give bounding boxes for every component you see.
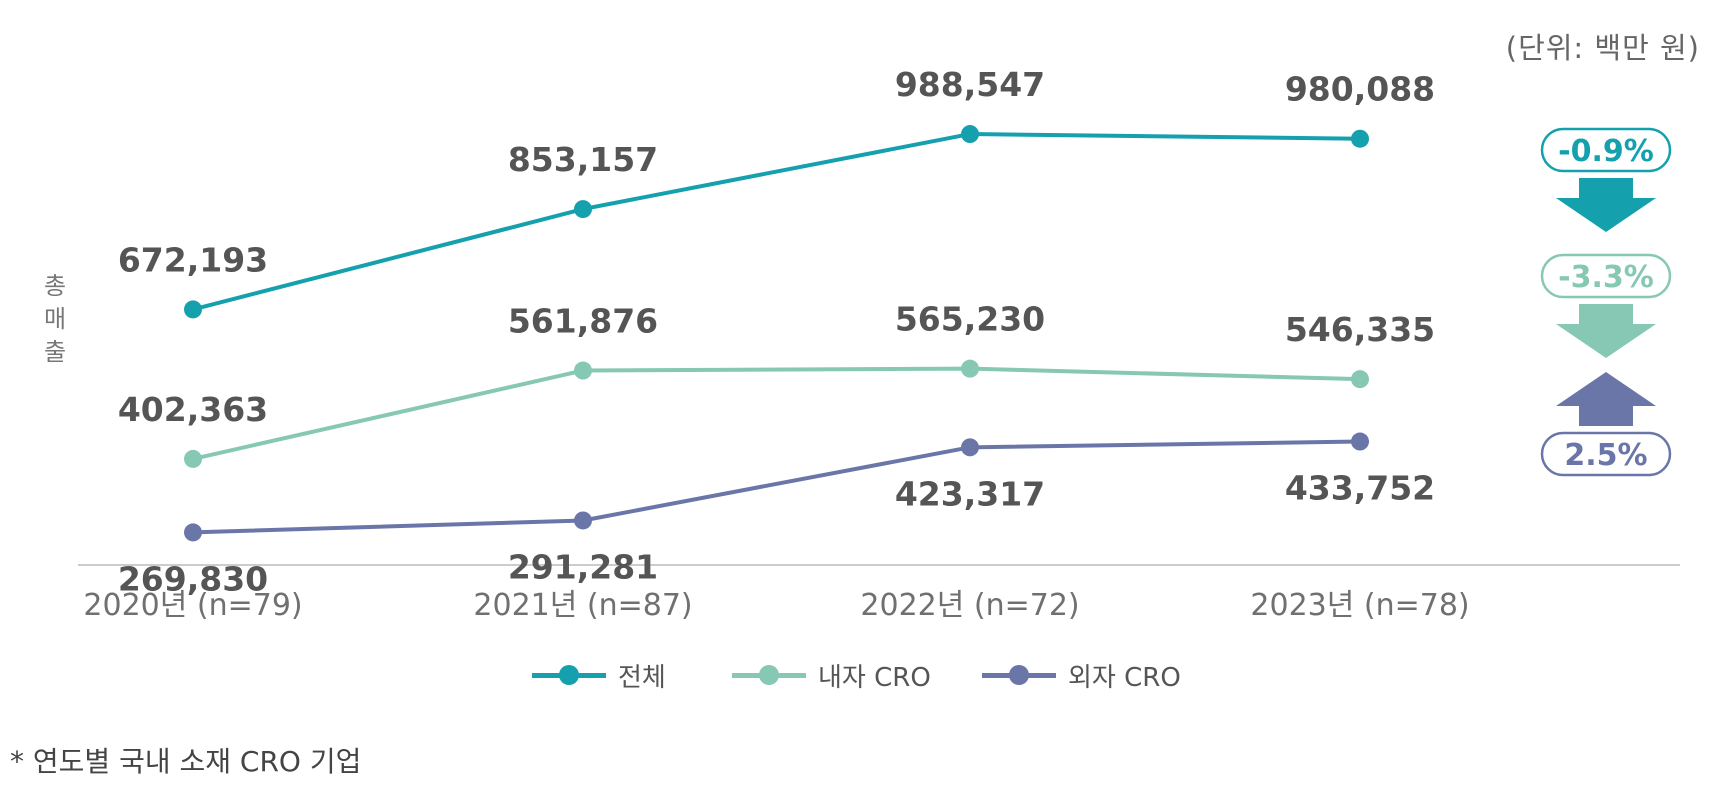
y-axis-label: 총 매 출 [40,270,70,369]
change-badge [1540,253,1672,299]
data-point [1351,370,1369,389]
y-axis-label-char: 총 [43,272,67,300]
y-axis-label-char: 매 [43,305,67,333]
change-badge [1540,127,1672,173]
legend-label-foreign-cro: 외자 CRO [1068,662,1181,693]
data-point [961,125,979,144]
legend-marker-domestic-cro [732,655,806,695]
legend-label-total: 전체 [618,662,666,693]
series-line-0 [192,132,1361,312]
arrow-down-icon [1556,304,1656,358]
legend-marker-foreign-cro [982,655,1056,695]
data-point [961,359,979,378]
arrow-down-icon [1556,178,1656,232]
data-point [574,200,592,219]
data-label: 980,088 [1285,70,1435,109]
data-point [574,361,592,380]
footnote: * 연도별 국내 소재 CRO 기업 [10,745,362,778]
data-label: 291,281 [508,547,658,586]
y-axis-label-char: 출 [43,338,67,366]
x-tick-label: 2022년 (n=72) [860,588,1079,623]
series-line-1 [192,366,1361,461]
legend-label-domestic-cro: 내자 CRO [818,662,931,693]
data-point [184,300,202,319]
data-label: 402,363 [118,390,268,429]
series-line-2 [192,439,1361,535]
data-point [961,438,979,457]
change-badge-label: -0.9% [1558,134,1654,169]
data-label: 561,876 [508,302,658,341]
change-badge-label: 2.5% [1564,438,1647,473]
data-point [1351,129,1369,148]
data-label: 672,193 [118,240,268,279]
legend-item-total: 전체 [532,655,666,695]
data-label: 853,157 [508,140,658,179]
data-label: 546,335 [1285,310,1435,349]
data-point [184,523,202,542]
change-badge [1540,431,1672,477]
data-label: 269,830 [118,559,268,598]
legend-marker-total [532,655,606,695]
data-label: 565,230 [895,300,1045,339]
data-point [1351,432,1369,451]
data-label: 433,752 [1285,469,1435,508]
unit-note: (단위: 백만 원) [1505,31,1700,65]
legend-item-domestic-cro: 내자 CRO [732,655,931,695]
data-label: 423,317 [895,474,1045,513]
data-label: 988,547 [895,65,1045,104]
x-tick-label: 2021년 (n=87) [473,588,692,623]
legend-item-foreign-cro: 외자 CRO [982,655,1181,695]
change-badge-label: -3.3% [1558,260,1654,295]
data-point [574,511,592,530]
x-tick-label: 2020년 (n=79) [83,588,302,623]
data-point [184,449,202,468]
arrow-up-icon [1556,372,1656,426]
x-tick-label: 2023년 (n=78) [1250,588,1469,623]
